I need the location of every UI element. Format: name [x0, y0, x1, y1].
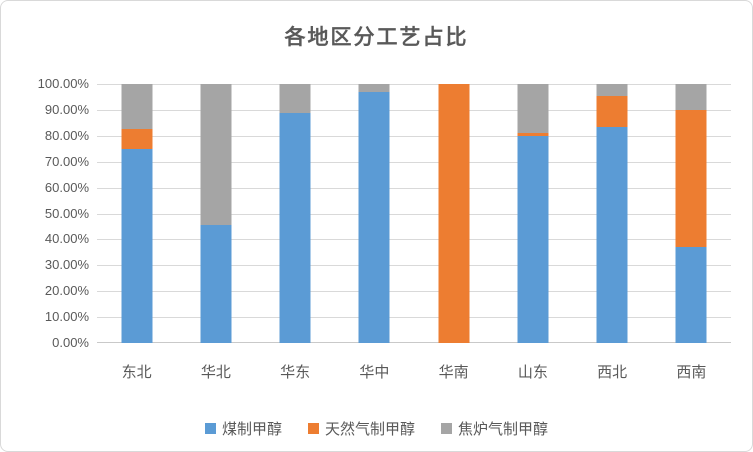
- bar-slot: [176, 84, 255, 343]
- bar-segment: [438, 84, 470, 343]
- y-tick-label: 20.00%: [44, 283, 89, 299]
- y-tick-label: 90.00%: [44, 101, 89, 117]
- bar-slot: [652, 84, 731, 343]
- legend-item: 天然气制甲醇: [307, 418, 415, 439]
- bar-segment: [517, 133, 549, 136]
- bar-segment: [279, 112, 311, 343]
- gridline: [97, 135, 731, 137]
- bar-segment: [200, 225, 232, 343]
- gridline: [97, 317, 731, 319]
- chart-title: 各地区分工艺占比: [284, 26, 469, 49]
- x-tick-label: 山东: [517, 364, 548, 381]
- stacked-bar: [358, 84, 390, 343]
- gridline: [97, 239, 731, 241]
- bar-segment: [596, 126, 628, 343]
- gridline: [97, 84, 731, 85]
- bar-slot: [335, 84, 414, 343]
- stacked-bar: [438, 84, 470, 343]
- x-axis-line: [97, 342, 731, 343]
- stacked-bar: [200, 84, 232, 343]
- bar-segment: [358, 84, 390, 92]
- y-tick-label: 10.00%: [44, 309, 89, 325]
- bar-segment: [200, 84, 232, 226]
- legend-label: 焦炉气制甲醇: [458, 421, 549, 438]
- legend-swatch-icon: [204, 423, 216, 434]
- bar-segment: [517, 135, 549, 343]
- bar-segment: [121, 84, 153, 130]
- x-tick-label: 华中: [359, 364, 390, 381]
- bar-segment: [596, 84, 628, 96]
- y-tick-label: 0.00%: [52, 335, 89, 350]
- x-tick-label: 西南: [676, 364, 707, 381]
- y-tick-label: 70.00%: [44, 153, 89, 169]
- gridline: [97, 161, 731, 163]
- legend-label: 煤制甲醇: [221, 421, 282, 438]
- y-tick-label: 100.00%: [37, 76, 89, 91]
- y-tick-label: 50.00%: [44, 205, 89, 221]
- bar-slot: [414, 84, 493, 343]
- plot-area: [97, 84, 731, 343]
- x-tick-label: 华南: [438, 364, 469, 381]
- x-tick-label: 东北: [121, 364, 152, 381]
- bar-segment: [121, 129, 153, 149]
- bar-segment: [358, 91, 390, 343]
- bar-segment: [675, 109, 707, 248]
- gridline: [97, 291, 731, 293]
- gridline: [97, 109, 731, 111]
- bar-segment: [675, 247, 707, 343]
- legend-swatch-icon: [307, 423, 319, 434]
- legend-label: 天然气制甲醇: [324, 421, 415, 438]
- legend-item: 煤制甲醇: [204, 418, 282, 439]
- y-tick-label: 30.00%: [44, 257, 89, 273]
- bar-segment: [279, 84, 311, 113]
- bar-slot: [256, 84, 335, 343]
- bar-segment: [517, 84, 549, 134]
- bar-segment: [675, 84, 707, 110]
- bar-segment: [121, 148, 153, 343]
- stacked-bar: [121, 84, 153, 343]
- y-axis-labels: 0.00% 10.00% 20.00% 30.00% 40.00% 50.00% 60.00…: [7, 76, 89, 350]
- bar-segment: [596, 95, 628, 127]
- stacked-bar: [596, 84, 628, 343]
- x-axis-labels: 东北 华北 华东 华中 华南 山东 西北 西南: [97, 355, 731, 382]
- gridline: [97, 187, 731, 189]
- bar-slot: [493, 84, 572, 343]
- legend: 煤制甲醇 天然气制甲醇 焦炉气制甲醇: [1, 418, 752, 439]
- y-tick-label: 40.00%: [44, 231, 89, 247]
- gridline: [97, 213, 731, 215]
- legend-item: 焦炉气制甲醇: [441, 418, 548, 439]
- bar-slot: [97, 84, 176, 343]
- stacked-bar: [675, 84, 707, 343]
- y-tick-label: 60.00%: [44, 179, 89, 195]
- x-tick-label: 华东: [280, 364, 311, 381]
- bar-series: [97, 84, 731, 343]
- y-tick-label: 80.00%: [44, 127, 89, 143]
- x-tick-label: 华北: [200, 364, 231, 381]
- legend-swatch-icon: [441, 423, 452, 434]
- bar-slot: [573, 84, 652, 343]
- stacked-bar: [279, 84, 311, 343]
- x-tick-label: 西北: [597, 364, 628, 381]
- gridline: [97, 265, 731, 267]
- stacked-bar: [517, 84, 549, 343]
